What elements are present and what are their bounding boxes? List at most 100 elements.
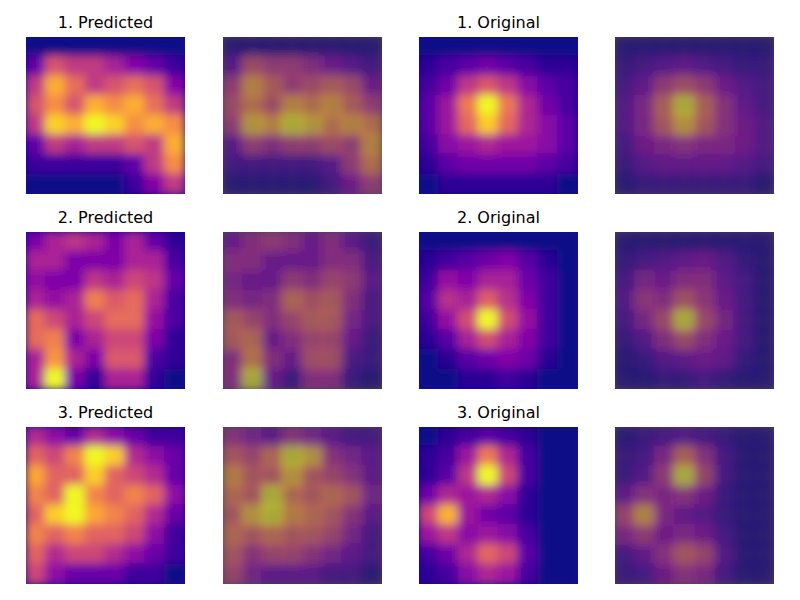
heat-cell <box>262 563 284 584</box>
heat-cell <box>478 485 500 507</box>
heat-cell <box>105 329 127 351</box>
heat-cell <box>223 368 244 389</box>
heat-cell <box>438 446 460 468</box>
heat-cell <box>557 95 578 117</box>
heat-cell <box>65 329 87 351</box>
cells <box>223 427 382 584</box>
heat-cell <box>654 446 676 468</box>
heat-cell <box>45 95 67 117</box>
heat-cell <box>537 524 559 546</box>
heat-cell <box>733 446 755 468</box>
heat-cell <box>65 290 87 312</box>
heat-cell <box>45 134 67 156</box>
heat-cell <box>85 524 107 546</box>
heat-cell <box>478 544 500 566</box>
heat-cell <box>242 251 264 273</box>
heat-cell <box>498 154 520 176</box>
heat-cell <box>674 251 696 273</box>
heat-cell <box>361 349 382 371</box>
heat-cell <box>634 290 656 312</box>
heat-cell <box>26 505 47 527</box>
heat-cell <box>144 95 166 117</box>
heat-cell <box>144 270 166 292</box>
heat-cell <box>517 505 539 527</box>
heat-cell <box>242 524 264 546</box>
heat-cell <box>557 270 578 292</box>
heat-cell <box>498 485 520 507</box>
heat-cell <box>634 134 656 156</box>
heat-cell <box>45 56 67 78</box>
heat-cell <box>498 75 520 97</box>
heat-cell <box>634 37 656 58</box>
heat-cell <box>26 232 47 253</box>
heat-cell <box>302 290 324 312</box>
heat-cell <box>262 329 284 351</box>
heat-cell <box>615 75 636 97</box>
heat-cell <box>105 173 127 194</box>
heat-cell <box>498 173 520 194</box>
heat-cell <box>85 446 107 468</box>
heat-cell <box>713 134 735 156</box>
cells <box>26 232 185 389</box>
heat-cell <box>105 75 127 97</box>
heat-cell <box>694 485 716 507</box>
heat-cell <box>282 75 304 97</box>
heat-cell <box>85 290 107 312</box>
heat-cell <box>733 368 755 389</box>
heat-cell <box>164 232 185 253</box>
heat-cell <box>321 310 343 332</box>
heat-cell <box>674 37 696 58</box>
heat-cell <box>654 173 676 194</box>
heat-cell <box>321 563 343 584</box>
heat-cell <box>458 115 480 137</box>
cells <box>419 427 578 584</box>
heat-cell <box>478 251 500 273</box>
heat-cell <box>45 544 67 566</box>
heat-cell <box>753 563 774 584</box>
panel-background <box>419 37 578 194</box>
heat-cell <box>85 95 107 117</box>
heat-cell <box>557 505 578 527</box>
heat-cell <box>341 349 363 371</box>
heat-cell <box>634 115 656 137</box>
heat-cell <box>105 134 127 156</box>
heat-cell <box>124 290 146 312</box>
heat-cell <box>65 173 87 194</box>
heat-cell <box>733 134 755 156</box>
heat-cell <box>537 446 559 468</box>
heat-cell <box>321 505 343 527</box>
heat-cell <box>419 232 440 253</box>
heat-cell <box>458 95 480 117</box>
panel-background <box>26 427 185 584</box>
heat-cell <box>45 290 67 312</box>
heat-cell <box>438 427 460 448</box>
heat-cell <box>438 173 460 194</box>
panel-background <box>26 232 185 389</box>
heat-cell <box>164 563 185 584</box>
heat-cell <box>654 310 676 332</box>
heat-cell <box>65 505 87 527</box>
heat-cell <box>458 310 480 332</box>
heat-cell <box>105 427 127 448</box>
heat-cell <box>124 524 146 546</box>
heat-cell <box>753 310 774 332</box>
heat-cell <box>302 524 324 546</box>
heat-cell <box>282 95 304 117</box>
heat-cell <box>282 524 304 546</box>
heat-cell <box>26 270 47 292</box>
heat-cell <box>341 544 363 566</box>
heat-cell <box>65 154 87 176</box>
heat-cell <box>321 37 343 58</box>
heat-cell <box>321 485 343 507</box>
heat-cell <box>341 368 363 389</box>
heat-cell <box>321 368 343 389</box>
heat-cell <box>674 368 696 389</box>
heat-cell <box>361 251 382 273</box>
heat-cell <box>753 329 774 351</box>
heat-cell <box>105 563 127 584</box>
heat-cell <box>557 232 578 253</box>
heat-cell <box>282 368 304 389</box>
cells <box>615 427 774 584</box>
heat-cell <box>341 37 363 58</box>
heat-cell <box>282 290 304 312</box>
